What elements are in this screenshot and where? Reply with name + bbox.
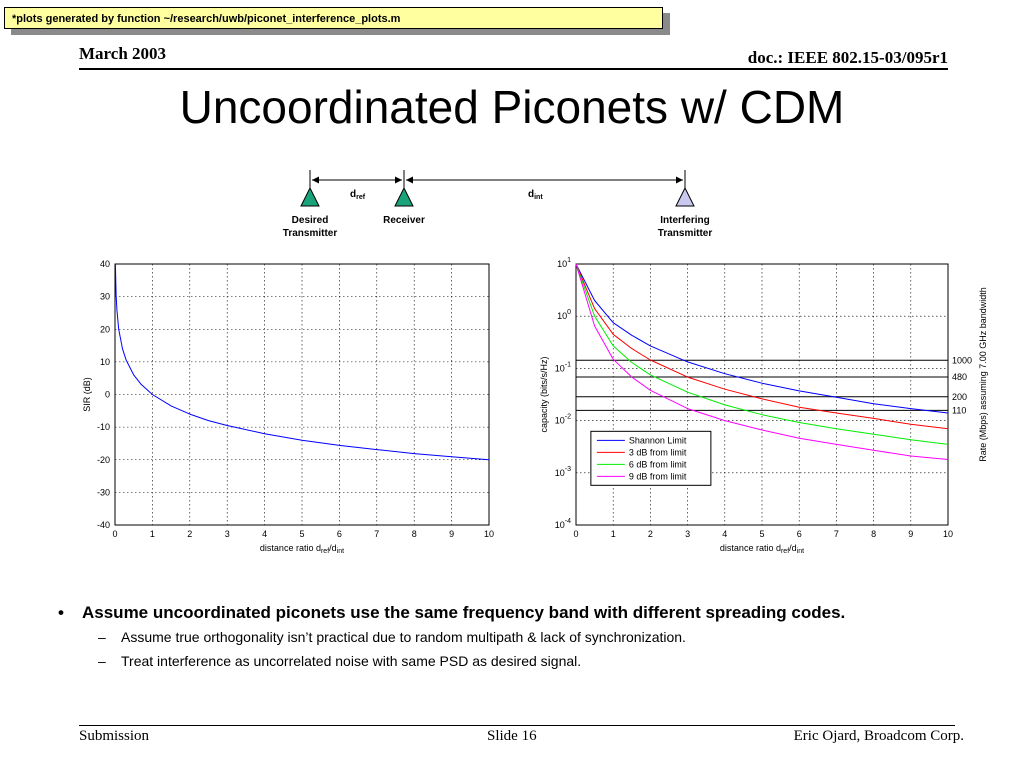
bullet-sub-1: – Assume true orthogonality isn’t practi…: [58, 628, 938, 646]
x-tick-label: 8: [871, 529, 876, 539]
y-axis-label: capacity (bits/s/Hz): [539, 356, 549, 432]
bullet-sub-2: – Treat interference as uncorrelated noi…: [58, 652, 938, 670]
bullet-sub-1-text: Assume true orthogonality isn’t practica…: [121, 629, 686, 645]
rate-label: 200: [952, 392, 967, 402]
source-note: *plots generated by function ~/research/…: [4, 7, 663, 29]
x-tick-label: 10: [484, 529, 494, 539]
bullet-dot-icon: •: [58, 603, 64, 622]
dash-icon: –: [98, 629, 106, 645]
series-line-1: [575, 263, 949, 414]
y-tick-label: -20: [97, 455, 110, 465]
y-axis-label: SIR (dB): [82, 377, 92, 412]
bullet-sub-2-text: Treat interference as uncorrelated noise…: [121, 653, 582, 669]
y-tick-label: 0: [105, 390, 110, 400]
y-tick-label: 100: [557, 309, 571, 321]
bullet-main-text: Assume uncoordinated piconets use the sa…: [82, 603, 846, 622]
series-line-2: [575, 263, 949, 430]
rate-label: 1000: [952, 355, 972, 365]
rate-label: 110: [952, 405, 966, 415]
legend-label: 3 dB from limit: [629, 447, 687, 457]
y-tick-label: 10-3: [555, 466, 571, 478]
rate-label: 480: [952, 372, 967, 382]
y-tick-label: 20: [100, 324, 110, 334]
footer-author: Eric Ojard, Broadcom Corp.: [793, 728, 964, 744]
x-tick-label: 7: [834, 529, 839, 539]
capacity-chart: 0 1 2 3 4 5 6 7 8 9 10 101 100 10-1 10-2 10-3 10-4 1000 48…: [539, 257, 988, 555]
piconet-diagram: dref dint Desired Transmitter Receiver I…: [283, 170, 713, 239]
x-tick-label: 4: [262, 529, 267, 539]
x-tick-label: 2: [648, 529, 653, 539]
desired-label-1: Desired: [292, 215, 329, 226]
footer-slide-number: Slide 16: [487, 728, 537, 744]
x-tick-label: 3: [685, 529, 690, 539]
desired-label-2: Transmitter: [283, 228, 338, 239]
y2-axis-label: Rate (Mbps) assuming 7.00 GHz bandwidth: [978, 287, 988, 462]
slide-title: Uncoordinated Piconets w/ CDM: [179, 81, 845, 133]
x-tick-label: 10: [943, 529, 953, 539]
x-tick-label: 8: [412, 529, 417, 539]
y-tick-label: -10: [97, 422, 110, 432]
sir-chart: 0 1 2 3 4 5 6 7 8 9 10 40 30 20 10 0 -10 -20 -30 -40 distanc…: [82, 259, 494, 555]
y-tick-label: -40: [97, 520, 110, 530]
legend-label: 6 dB from limit: [629, 459, 687, 469]
header-date: March 2003: [79, 44, 167, 63]
x-tick-label: 0: [112, 529, 117, 539]
series-line-3: [575, 263, 949, 445]
x-tick-label: 1: [150, 529, 155, 539]
interfering-label-2: Transmitter: [658, 228, 713, 239]
x-tick-label: 9: [908, 529, 913, 539]
series-line-1: [114, 263, 490, 461]
y-tick-label: 10-1: [555, 361, 571, 373]
y-tick-label: 101: [557, 257, 571, 269]
footer-submission: Submission: [79, 728, 150, 744]
header-rule: [79, 68, 948, 70]
x-tick-label: 9: [449, 529, 454, 539]
interfering-label-1: Interfering: [660, 215, 709, 226]
receiver-icon: [394, 186, 414, 207]
d-int-label: dint: [528, 189, 543, 201]
x-tick-label: 6: [797, 529, 802, 539]
x-axis-label: distance ratio dref/dint: [260, 543, 344, 555]
dash-icon: –: [98, 653, 106, 669]
bullet-list: • Assume uncoordinated piconets use the …: [58, 602, 938, 670]
d-ref-label: dref: [350, 189, 366, 201]
x-tick-label: 1: [611, 529, 616, 539]
plot-frame: [575, 263, 949, 526]
footer-rule: [79, 725, 955, 726]
y-tick-label: 10-4: [555, 518, 571, 530]
charts-area: 0 1 2 3 4 5 6 7 8 9 10403020100-10-20-30-40distanc…: [82, 257, 988, 555]
x-tick-label: 2: [187, 529, 192, 539]
x-tick-label: 4: [722, 529, 727, 539]
series-line-4: [575, 263, 949, 460]
interfering-transmitter-icon: [675, 186, 695, 207]
x-tick-label: 3: [225, 529, 230, 539]
x-tick-label: 0: [573, 529, 578, 539]
y-tick-label: 30: [100, 292, 110, 302]
x-axis-label: distance ratio dref/dint: [720, 543, 804, 555]
x-tick-label: 5: [759, 529, 764, 539]
y-tick-label: -30: [97, 487, 110, 497]
x-tick-label: 7: [374, 529, 379, 539]
x-tick-label: 6: [337, 529, 342, 539]
bullet-main: • Assume uncoordinated piconets use the …: [58, 602, 938, 623]
y-tick-label: 10-2: [555, 414, 571, 426]
x-tick-label: 5: [299, 529, 304, 539]
legend-label: 9 dB from limit: [629, 471, 687, 481]
y-tick-label: 10: [100, 357, 110, 367]
legend-label: Shannon Limit: [629, 435, 687, 445]
receiver-label: Receiver: [383, 215, 425, 226]
y-tick-label: 40: [100, 259, 110, 269]
desired-transmitter-icon: [300, 186, 320, 207]
header-doc-id: doc.: IEEE 802.15-03/095r1: [747, 48, 948, 67]
